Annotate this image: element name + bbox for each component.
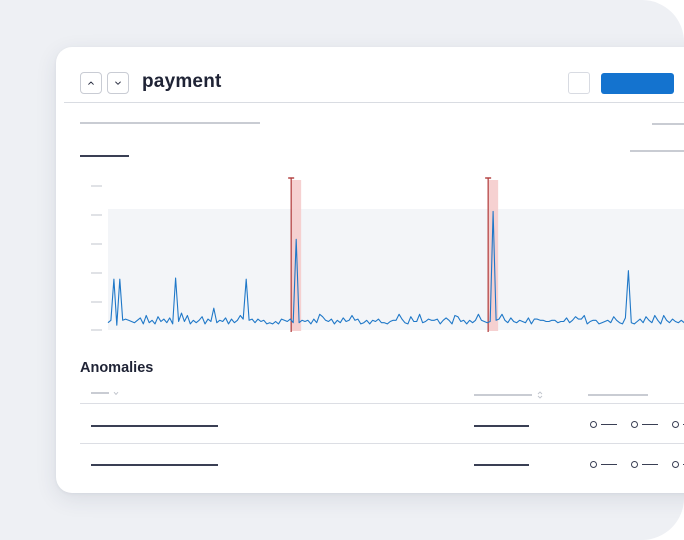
next-button[interactable] bbox=[107, 72, 129, 94]
column-header-name[interactable] bbox=[91, 392, 109, 394]
row-name-placeholder bbox=[91, 464, 218, 466]
action-line bbox=[642, 463, 658, 466]
previous-button[interactable] bbox=[80, 72, 102, 94]
monitor-detail-panel: payment Anomalies bbox=[56, 47, 684, 493]
sort-icon[interactable] bbox=[537, 391, 543, 399]
action-circle-icon[interactable] bbox=[672, 461, 679, 468]
action-circle-icon[interactable] bbox=[631, 461, 638, 468]
chart-control-placeholder[interactable] bbox=[630, 150, 684, 152]
action-line bbox=[642, 423, 658, 426]
secondary-action-button[interactable] bbox=[568, 72, 590, 94]
chevron-up-icon bbox=[88, 81, 94, 85]
table-header-divider bbox=[80, 403, 684, 404]
header-divider bbox=[64, 102, 684, 103]
action-line bbox=[601, 423, 617, 426]
metric-chart bbox=[56, 172, 684, 347]
monitor-title: payment bbox=[142, 71, 222, 92]
meta-placeholder bbox=[652, 123, 684, 125]
subtitle-placeholder bbox=[80, 122, 260, 124]
action-circle-icon[interactable] bbox=[672, 421, 679, 428]
row-actions bbox=[590, 461, 684, 468]
action-circle-icon[interactable] bbox=[590, 421, 597, 428]
action-line bbox=[601, 463, 617, 466]
sort-caret-icon[interactable] bbox=[113, 391, 119, 396]
metric-chart-svg bbox=[91, 177, 684, 332]
primary-action-button[interactable] bbox=[601, 73, 674, 94]
chevron-down-icon bbox=[115, 81, 121, 85]
row-name-placeholder bbox=[91, 425, 218, 427]
anomaly-marker[interactable] bbox=[485, 177, 499, 332]
anomalies-heading: Anomalies bbox=[80, 360, 154, 376]
row-value-placeholder bbox=[474, 464, 529, 466]
plot-background bbox=[108, 209, 684, 330]
row-value-placeholder bbox=[474, 425, 529, 427]
anomaly-band bbox=[488, 180, 499, 331]
action-circle-icon[interactable] bbox=[631, 421, 638, 428]
action-circle-icon[interactable] bbox=[590, 461, 597, 468]
metric-series-line bbox=[107, 210, 684, 326]
row-actions bbox=[590, 421, 684, 428]
row-divider bbox=[80, 443, 684, 444]
column-header-value[interactable] bbox=[474, 394, 532, 396]
column-header-actions[interactable] bbox=[588, 394, 648, 396]
chart-tab-placeholder[interactable] bbox=[80, 155, 129, 157]
